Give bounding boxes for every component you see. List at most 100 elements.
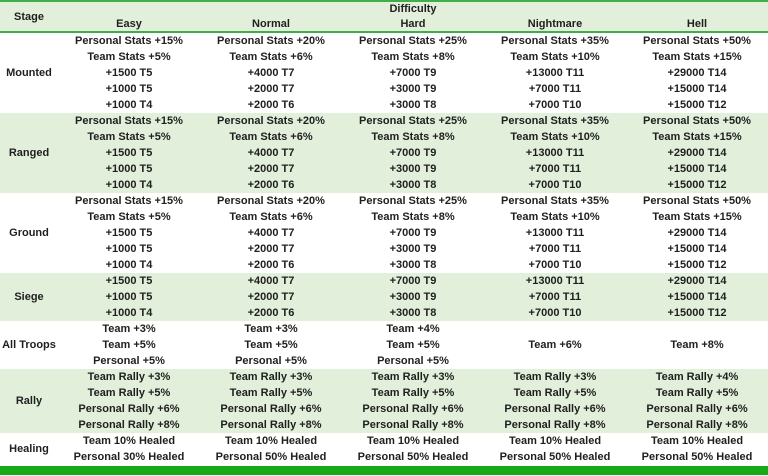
table-row: +1500 T5 +4000 T7 +7000 T9 +13000 T11 +29000… [0,65,768,81]
stat-cell: +2000 T6 [247,307,295,319]
table-row: +1000 T5 +2000 T7 +3000 T9 +7000 T11 +15000 … [0,81,768,97]
stat-cell: +3000 T9 [389,243,437,255]
difficulty-group-header: Difficulty [58,0,768,16]
stage-label-healing: Healing [9,443,49,455]
stat-cell: Team Rally +3% [513,371,597,383]
stat-cell: +15000 T14 [667,291,727,303]
stat-cell: Personal 50% Healed [215,451,327,463]
stat-cell: Personal Rally +8% [220,419,322,431]
stat-cell: Team Stats +15% [652,51,742,63]
stat-cell: Team +6% [528,339,582,351]
stat-cell: +2000 T7 [247,163,295,175]
stat-cell: Personal Rally +6% [220,403,322,415]
stat-cell: Personal 50% Healed [641,451,753,463]
stat-cell: +2000 T7 [247,83,295,95]
stat-cell: Team Rally +5% [371,387,455,399]
stat-cell [484,353,626,369]
stat-cell: +29000 T14 [667,227,727,239]
stat-cell: +1500 T5 [105,227,153,239]
stat-cell: +4000 T7 [247,147,295,159]
stage-label-ranged: Ranged [0,113,58,193]
table-row: +1000 T4 +2000 T6 +3000 T8 +7000 T10 +15000 … [0,177,768,193]
table-row: Team +5% Team +5% Team +5% Team +6% Team +8% [0,337,768,353]
stat-cell: +3000 T8 [389,259,437,271]
stat-cell: Personal Stats +25% [359,35,467,47]
stage-label-ground: Ground [9,227,49,239]
stat-cell: Team 10% Healed [224,435,318,447]
stat-cell: Team Rally +3% [371,371,455,383]
stage-label-mounted: Mounted [6,67,52,79]
bottom-green-bar [0,466,768,475]
table-row: Team Stats +5% Team Stats +6% Team Stats +… [0,129,768,145]
stat-cell: +1500 T5 [105,147,153,159]
table-row: +1000 T4 +2000 T6 +3000 T8 +7000 T10 +15000 … [0,257,768,273]
stat-cell: +7000 T10 [528,307,582,319]
stat-cell: Personal 30% Healed [73,451,185,463]
stat-cell: +15000 T12 [667,307,727,319]
stat-cell: Personal 50% Healed [357,451,469,463]
stat-cell: +4000 T7 [247,275,295,287]
stat-cell: +29000 T14 [667,275,727,287]
stat-cell: Personal +5% [377,355,449,367]
stat-cell [626,321,768,337]
table-row: Team Stats +5% Team Stats +6% Team Stats +… [0,49,768,65]
stat-cell: Team +3% [244,323,298,335]
stat-cell: Team Stats +8% [371,51,455,63]
stat-cell: +1000 T5 [105,243,153,255]
stat-cell: +3000 T8 [389,179,437,191]
table-header: Stage Difficulty Easy Normal Hard Nightm… [0,0,768,33]
stat-cell: Personal Rally +8% [504,419,606,431]
stat-cell: +29000 T14 [667,147,727,159]
stat-cell: +29000 T14 [667,67,727,79]
table-row: All Troops Team +3% Team +3% Team +4% [0,321,768,351]
difficulty-stats-table: Stage Difficulty Easy Normal Hard Nightm… [0,0,768,463]
stat-cell: +7000 T9 [389,275,437,287]
stat-cell: +4000 T7 [247,67,295,79]
stat-cell: Team Rally +5% [655,387,739,399]
stat-cell: +2000 T6 [247,179,295,191]
stat-cell: Personal Stats +20% [217,35,325,47]
stat-cell: Personal Stats +15% [75,115,183,127]
stat-cell: +1000 T5 [105,291,153,303]
stage-label-all-troops: All Troops [2,339,56,351]
stat-cell: +15000 T12 [667,179,727,191]
stat-cell: +15000 T12 [667,259,727,271]
stat-cell: +1000 T4 [105,179,153,191]
stat-cell: +3000 T9 [389,163,437,175]
stat-cell: Team +5% [244,339,298,351]
stat-cell: +3000 T9 [389,291,437,303]
stat-cell: Team Stats +15% [652,131,742,143]
stat-cell: Team 10% Healed [366,435,460,447]
stat-cell: +7000 T11 [528,243,582,255]
stat-cell: Personal Rally +6% [504,403,606,415]
stat-cell: +2000 T6 [247,99,295,111]
stat-cell: +7000 T9 [389,227,437,239]
stat-cell: +7000 T10 [528,259,582,271]
stat-cell: +13000 T11 [525,275,585,287]
stat-cell: Team Stats +6% [229,131,313,143]
stat-cell: Personal Rally +8% [78,419,180,431]
stat-cell: +3000 T8 [389,99,437,111]
column-header-hell: Hell [626,16,768,33]
stat-cell: Personal +5% [93,355,165,367]
stat-cell: Team Stats +5% [87,211,171,223]
table-row: Team Rally +5% Team Rally +5% Team Rally +… [0,385,768,401]
stat-cell: +13000 T11 [525,147,585,159]
table-row: +1000 T5 +2000 T7 +3000 T9 +7000 T11 +15000 … [0,241,768,257]
table-row: Healing Team 10% Healed Team 10% Healed Tea… [0,433,768,455]
header-row-difficulty: Stage Difficulty [0,0,768,33]
stat-cell: +15000 T12 [667,99,727,111]
stat-cell: Personal Stats +35% [501,195,609,207]
header-row-levels: Easy Normal Hard Nightmare Hell [0,16,768,33]
stat-cell: Team Stats +5% [87,51,171,63]
stat-cell: Personal Stats +50% [643,35,751,47]
table-row: +1500 T5 +4000 T7 +7000 T9 +13000 T11 +29000… [0,145,768,161]
column-header-easy: Easy [58,16,200,33]
stat-cell: Personal Stats +20% [217,115,325,127]
stat-cell: +7000 T11 [528,83,582,95]
stat-cell: Team Stats +8% [371,131,455,143]
column-header-nightmare: Nightmare [484,16,626,33]
stat-cell: Team 10% Healed [508,435,602,447]
stat-cell: Team +8% [670,339,724,351]
